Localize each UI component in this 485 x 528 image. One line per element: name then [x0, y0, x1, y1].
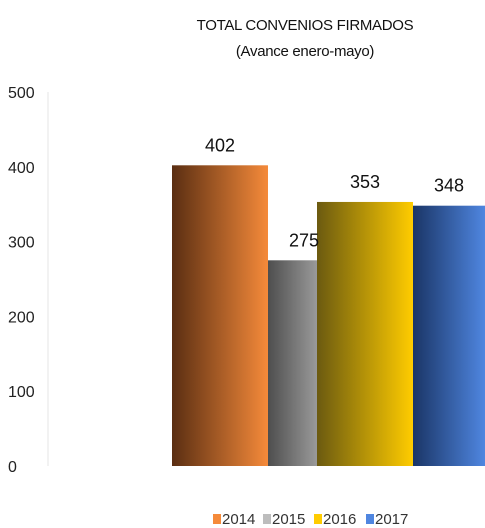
- y-axis: 0 100 200 300 400 500: [8, 85, 35, 476]
- data-label-2015: 275: [289, 230, 319, 250]
- legend-swatch-2016: [314, 514, 322, 524]
- bar-2016: [317, 201, 413, 466]
- legend-swatch-2015: [263, 514, 271, 524]
- legend-label-2017: 2017: [375, 511, 408, 528]
- y-tick-label: 0: [8, 459, 17, 476]
- bar-2017: [413, 205, 485, 467]
- data-label-2016: 353: [350, 172, 380, 192]
- data-labels: 402 275 353 348: [205, 135, 464, 250]
- legend-label-2015: 2015: [272, 511, 305, 528]
- legend-swatch-2017: [366, 514, 374, 524]
- bar-2014: [172, 165, 268, 466]
- y-tick-label: 200: [8, 309, 35, 326]
- chart-subtitle: (Avance enero-mayo): [236, 43, 375, 60]
- legend-label-2016: 2016: [323, 511, 356, 528]
- data-label-2017: 348: [434, 176, 464, 196]
- legend-swatch-2014: [213, 514, 221, 524]
- legend: 2014 2015 2016 2017: [213, 511, 408, 528]
- data-label-2014: 402: [205, 135, 235, 155]
- y-tick-label: 500: [8, 85, 35, 102]
- y-tick-label: 400: [8, 160, 35, 177]
- bars: [172, 165, 485, 467]
- y-tick-label: 300: [8, 235, 35, 252]
- y-tick-label: 100: [8, 384, 35, 401]
- chart-title: TOTAL CONVENIOS FIRMADOS: [197, 17, 414, 34]
- legend-label-2014: 2014: [222, 511, 255, 528]
